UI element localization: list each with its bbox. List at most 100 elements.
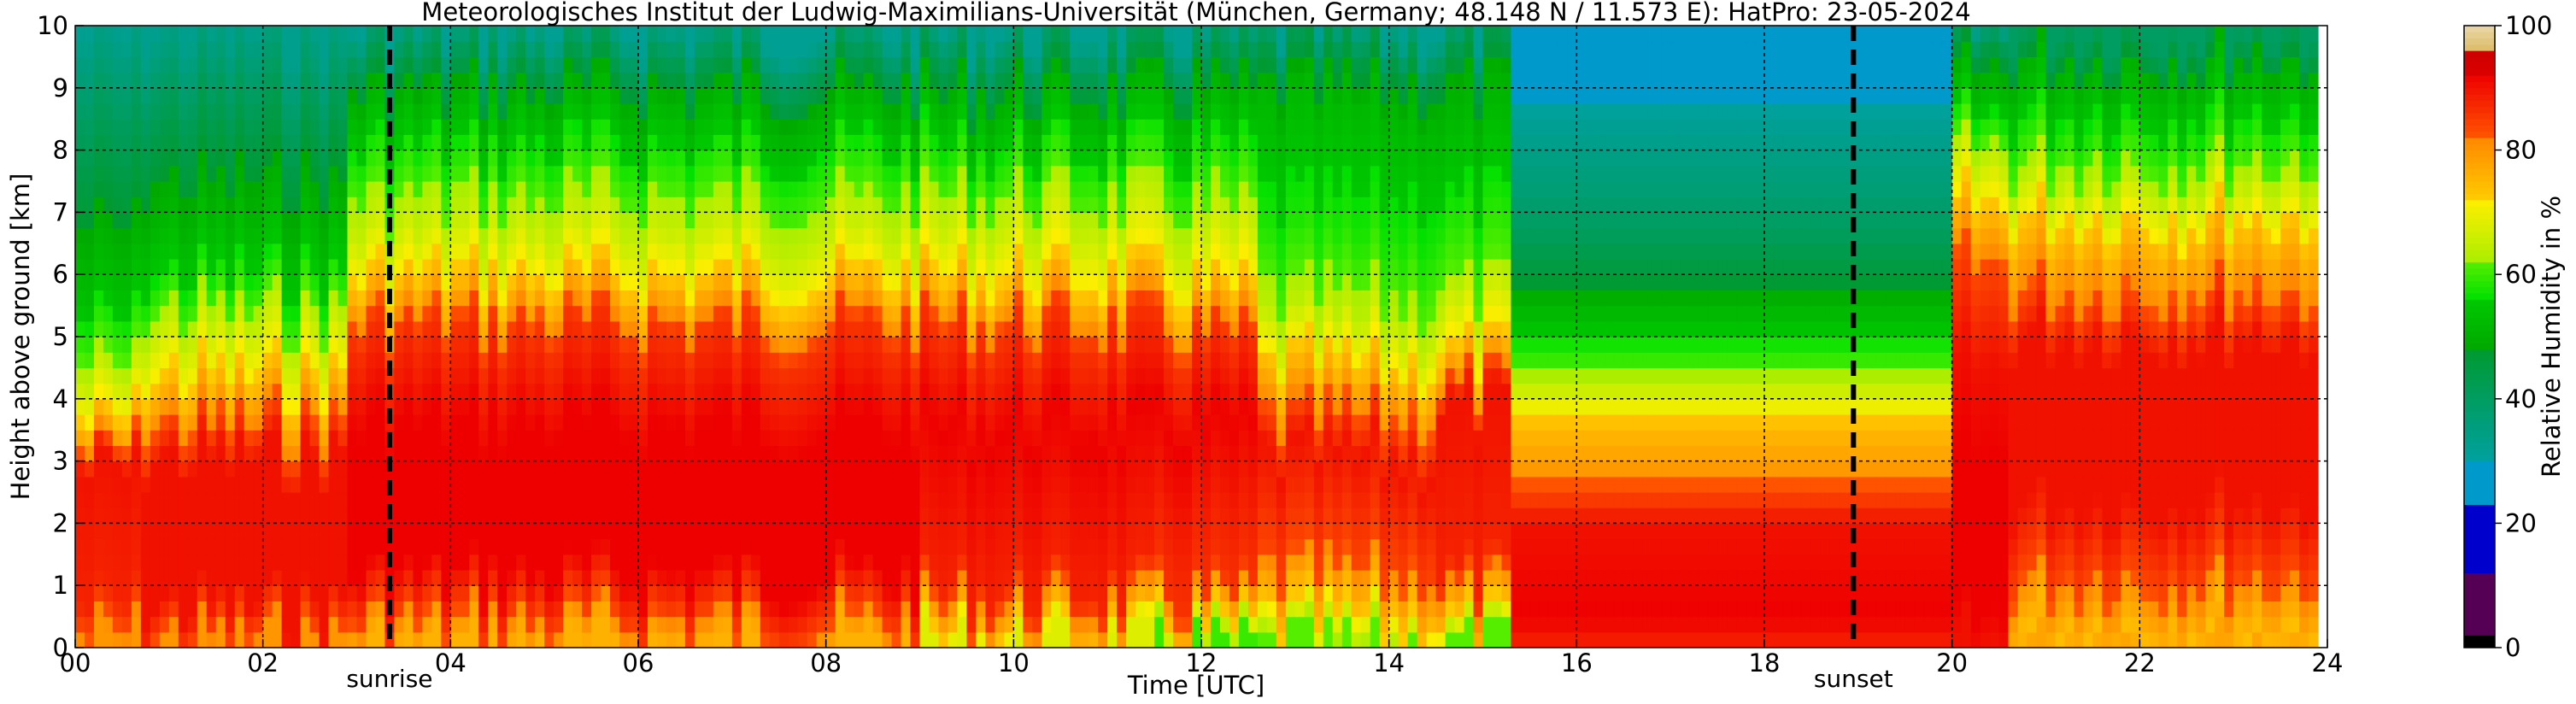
heatmap-cell: [703, 352, 714, 368]
heatmap-cell: [187, 72, 198, 89]
heatmap-cell: [1238, 165, 1249, 182]
heatmap-cell: [854, 430, 865, 446]
heatmap-cell: [300, 398, 311, 415]
heatmap-cell: [356, 445, 367, 462]
heatmap-cell: [300, 601, 311, 618]
heatmap-cell: [703, 554, 714, 571]
heatmap-cell: [488, 197, 498, 213]
heatmap-cell: [1135, 150, 1146, 167]
heatmap-cell: [694, 507, 705, 524]
heatmap-cell: [215, 601, 226, 618]
heatmap-cell: [976, 570, 986, 586]
heatmap-cell: [910, 616, 921, 633]
heatmap-cell: [1126, 197, 1136, 213]
heatmap-cell: [375, 585, 386, 601]
heatmap-cell: [159, 383, 170, 400]
heatmap-cell: [413, 476, 423, 493]
heatmap-cell: [703, 56, 714, 73]
heatmap-cell: [1060, 538, 1071, 555]
heatmap-cell: [422, 398, 432, 415]
heatmap-cell: [1013, 570, 1024, 586]
heatmap-cell: [938, 492, 949, 508]
heatmap-cell: [488, 631, 498, 648]
heatmap-cell: [225, 274, 236, 290]
heatmap-cell: [638, 616, 648, 633]
heatmap-cell: [891, 227, 902, 244]
heatmap-cell: [1238, 523, 1249, 540]
heatmap-cell: [197, 367, 208, 384]
heatmap-cell: [938, 476, 949, 493]
heatmap-cell: [309, 212, 320, 229]
heatmap-cell: [882, 259, 893, 275]
heatmap-cell: [882, 290, 893, 307]
heatmap-cell: [300, 320, 311, 337]
heatmap-cell: [1210, 56, 1221, 73]
heatmap-cell: [84, 197, 95, 213]
heatmap-cell: [469, 554, 479, 571]
heatmap-cell: [478, 41, 489, 57]
heatmap-cell: [366, 554, 377, 571]
heatmap-cell: [1088, 430, 1099, 446]
heatmap-cell: [563, 56, 573, 73]
heatmap-cell: [882, 383, 893, 400]
heatmap-cell: [197, 150, 208, 167]
heatmap-cell: [206, 398, 217, 415]
heatmap-cell: [1145, 430, 1155, 446]
heatmap-cell: [816, 103, 827, 120]
heatmap-cell: [272, 290, 283, 307]
heatmap-cell: [1164, 72, 1174, 89]
heatmap-cell: [150, 430, 161, 446]
heatmap-cell: [460, 243, 470, 260]
heatmap-cell: [422, 523, 432, 540]
heatmap-cell: [563, 398, 573, 415]
heatmap-cell: [1051, 41, 1061, 57]
heatmap-cell: [516, 150, 526, 167]
heatmap-cell: [441, 87, 451, 104]
heatmap-cell: [582, 103, 592, 120]
heatmap-cell: [835, 538, 846, 555]
heatmap-cell: [1154, 243, 1165, 260]
heatmap-cell: [731, 507, 742, 524]
heatmap-cell: [159, 259, 170, 275]
heatmap-cell: [919, 398, 930, 415]
heatmap-cell: [675, 197, 686, 213]
heatmap-cell: [507, 538, 517, 555]
heatmap-cell: [225, 227, 236, 244]
heatmap-cell: [328, 197, 339, 213]
heatmap-cell: [750, 134, 761, 151]
heatmap-cell: [1182, 26, 1193, 42]
heatmap-cell: [290, 523, 302, 540]
heatmap-cell: [1154, 445, 1165, 462]
heatmap-cell: [929, 476, 940, 493]
heatmap-cell: [394, 26, 405, 42]
heatmap-cell: [375, 492, 386, 508]
heatmap-cell: [1145, 134, 1155, 151]
heatmap-cell: [797, 461, 808, 478]
heatmap-cell: [1013, 320, 1024, 337]
heatmap-cell: [1107, 72, 1118, 89]
heatmap-cell: [206, 430, 217, 446]
heatmap-cell: [1229, 243, 1240, 260]
heatmap-cell: [1013, 430, 1024, 446]
heatmap-cell: [422, 87, 432, 104]
heatmap-cell: [150, 56, 161, 73]
heatmap-cell: [1135, 181, 1146, 197]
heatmap-cell: [1042, 352, 1052, 368]
heatmap-cell: [234, 445, 245, 462]
heatmap-cell: [441, 570, 451, 586]
heatmap-cell: [272, 445, 283, 462]
heatmap-cell: [957, 430, 968, 446]
heatmap-cell: [253, 398, 264, 415]
heatmap-cell: [1023, 383, 1033, 400]
heatmap-cell: [215, 507, 226, 524]
heatmap-cell: [713, 320, 724, 337]
heatmap-cell: [75, 305, 85, 322]
heatmap-cell: [150, 243, 161, 260]
heatmap-cell: [891, 305, 902, 322]
heatmap-cell: [1210, 181, 1221, 197]
heatmap-cell: [844, 352, 855, 368]
heatmap-cell: [507, 430, 517, 446]
heatmap-cell: [347, 414, 358, 431]
heatmap-cell: [722, 476, 733, 493]
heatmap-cell: [656, 570, 667, 586]
